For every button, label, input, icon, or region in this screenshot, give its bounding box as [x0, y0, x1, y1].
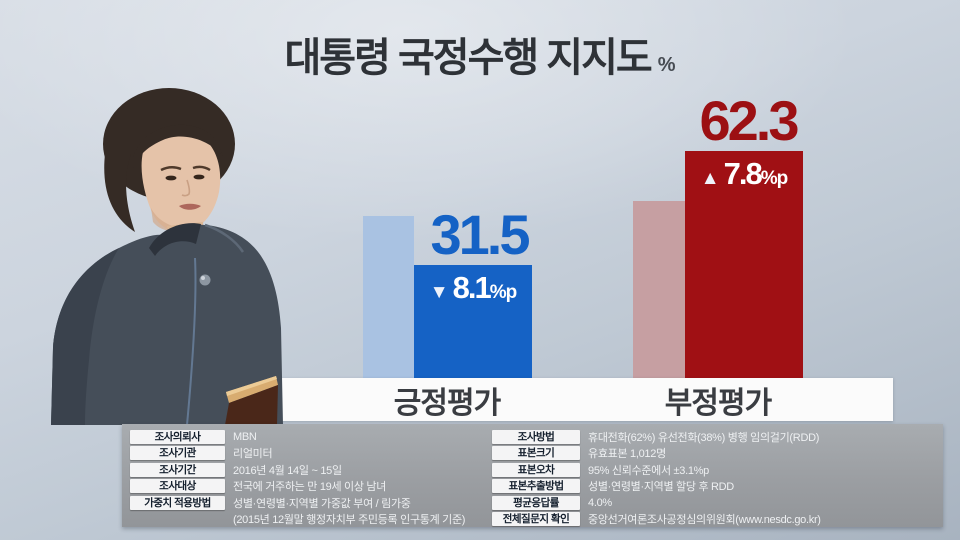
row-value: 95% 신뢰수준에서 ±3.1%p [588, 464, 709, 477]
row-value: 성별·연령별·지역별 할당 후 RDD [588, 481, 734, 493]
category-strip [273, 378, 893, 421]
row-label-badge: 평균응답률 [492, 495, 580, 510]
positive-change-value: 8.1 [452, 270, 492, 305]
positive-change-label: ▼ 8.1%p [414, 272, 532, 303]
negative-change-value: 7.8 [723, 156, 763, 191]
percent-unit-label: % [657, 54, 676, 76]
row-label-badge: 표본크기 [492, 446, 580, 460]
survey-table-left: 조사의뢰사 MBN 조사기관 리얼미터 조사기간 2016년 4월 14일 ~ … [130, 429, 488, 528]
negative-change-label: ▲ 7.8%p [685, 158, 803, 189]
title-text: 대통령 국정수행 지지도 [284, 36, 652, 80]
row-label-badge: 조사기관 [130, 446, 225, 460]
row-label-badge: 표본추출방법 [492, 479, 580, 493]
row-value: 휴대전화(62%) 유선전화(38%) 병행 임의걸기(RDD) [588, 431, 820, 444]
positive-change-suffix: %p [489, 282, 517, 303]
row-label-badge: 조사대상 [130, 479, 225, 493]
table-row: 조사의뢰사 MBN [130, 429, 488, 444]
president-photo [51, 88, 283, 425]
row-label-badge: 조사기간 [130, 462, 225, 477]
row-value: MBN [233, 430, 257, 443]
row-label-badge: 표본오차 [492, 462, 580, 477]
page-title: 대통령 국정수행 지지도% [284, 36, 675, 80]
row-value: 중앙선거여론조사공정심의위원회(www.nesdc.go.kr) [588, 514, 821, 526]
survey-table-right: 조사방법 휴대전화(62%) 유선전화(38%) 병행 임의걸기(RDD) 표본… [492, 429, 940, 528]
row-label-badge: 조사의뢰사 [130, 429, 225, 444]
row-label-badge: 가중치 적용방법 [130, 495, 225, 510]
table-row: 가중치 적용방법 성별·연령별·지역별 가중값 부여 / 림가중 [130, 495, 488, 510]
table-row: 조사방법 휴대전화(62%) 유선전화(38%) 병행 임의걸기(RDD) [492, 429, 940, 444]
table-row: 평균응답률 4.0% [492, 495, 940, 510]
row-value: 전국에 거주하는 만 19세 이상 남녀 [233, 481, 387, 493]
bar-positive-previous [363, 216, 414, 378]
bar-negative-previous [633, 201, 685, 378]
arrow-up-icon: ▲ [700, 168, 720, 189]
row-value: (2015년 12월말 행정자치부 주민등록 인구통계 기준) [233, 514, 466, 526]
row-value: 4.0% [588, 496, 612, 509]
table-row: 전체질문지 확인 중앙선거여론조사공정심의위원회(www.nesdc.go.kr… [492, 512, 940, 527]
negative-value: 62.3 [699, 89, 800, 152]
bar-positive-current [414, 265, 532, 378]
table-row: (2015년 12월말 행정자치부 주민등록 인구통계 기준) [130, 512, 488, 527]
table-row: 표본오차 95% 신뢰수준에서 ±3.1%p [492, 462, 940, 477]
row-value: 리얼미터 [233, 448, 273, 460]
negative-change-suffix: %p [760, 168, 788, 189]
bar-negative-current [685, 151, 803, 378]
table-row: 조사기관 리얼미터 [130, 446, 488, 461]
arrow-down-icon: ▼ [429, 282, 449, 303]
row-value: 2016년 4월 14일 ~ 15일 [233, 464, 342, 477]
positive-value: 31.5 [430, 203, 531, 266]
row-value: 유효표본 1,012명 [588, 448, 666, 460]
row-label-badge: 전체질문지 확인 [492, 512, 580, 526]
row-label-badge [130, 512, 225, 526]
category-label-negative: 부정평가 [664, 386, 772, 420]
row-label-badge: 조사방법 [492, 429, 580, 444]
table-row: 조사대상 전국에 거주하는 만 19세 이상 남녀 [130, 479, 488, 494]
table-row: 조사기간 2016년 4월 14일 ~ 15일 [130, 462, 488, 477]
table-row: 표본크기 유효표본 1,012명 [492, 446, 940, 461]
category-label-positive: 긍정평가 [393, 386, 501, 420]
row-value: 성별·연령별·지역별 가중값 부여 / 림가중 [233, 497, 411, 510]
table-row: 표본추출방법 성별·연령별·지역별 할당 후 RDD [492, 479, 940, 494]
